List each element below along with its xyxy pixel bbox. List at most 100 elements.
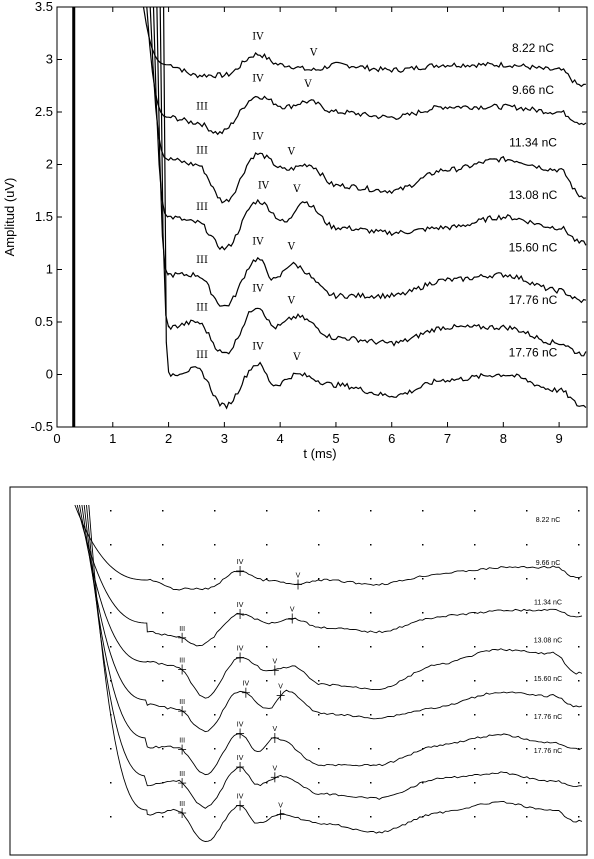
bottom-series-label: 8.22 nC bbox=[536, 517, 561, 524]
series-label: 8.22 nC bbox=[512, 41, 554, 55]
grid-dot bbox=[474, 782, 476, 784]
x-tick-label: 8 bbox=[500, 431, 507, 446]
bottom-peak-label: V bbox=[290, 607, 295, 614]
grid-dot bbox=[266, 680, 268, 682]
grid-dot bbox=[526, 816, 528, 818]
grid-dot bbox=[578, 714, 580, 716]
grid-dot bbox=[214, 544, 216, 546]
series-label: 17.76 nC bbox=[509, 346, 558, 360]
peak-label: IV bbox=[252, 32, 264, 43]
grid-dot bbox=[266, 646, 268, 648]
x-tick-label: 2 bbox=[165, 431, 172, 446]
grid-dot bbox=[422, 646, 424, 648]
grid-dot bbox=[214, 714, 216, 716]
peak-label: V bbox=[287, 296, 296, 307]
bottom-waveform-trace bbox=[79, 504, 583, 699]
bottom-peak-label: III bbox=[179, 658, 185, 665]
grid-dot bbox=[266, 714, 268, 716]
bottom-peak-label: V bbox=[273, 726, 278, 733]
bottom-series-label: 11.34 nC bbox=[534, 599, 562, 606]
grid-dot bbox=[474, 510, 476, 512]
grid-dot bbox=[266, 510, 268, 512]
grid-dot bbox=[162, 680, 164, 682]
grid-dot bbox=[370, 578, 372, 580]
grid-dot bbox=[110, 816, 112, 818]
grid-dot bbox=[162, 748, 164, 750]
grid-dot bbox=[370, 782, 372, 784]
grid-dot bbox=[318, 612, 320, 614]
peak-label: V bbox=[287, 146, 296, 157]
grid-dot bbox=[318, 646, 320, 648]
y-tick-label: 3.5 bbox=[35, 0, 53, 14]
bottom-waveform-trace bbox=[74, 504, 583, 591]
grid-dot bbox=[578, 612, 580, 614]
grid-dot bbox=[162, 646, 164, 648]
grid-dot bbox=[370, 544, 372, 546]
bottom-peak-label: III bbox=[179, 626, 185, 633]
grid-dot bbox=[526, 612, 528, 614]
grid-dot bbox=[318, 782, 320, 784]
y-tick-label: -0.5 bbox=[31, 419, 53, 434]
grid-dot bbox=[214, 782, 216, 784]
top-plot: 0 1 2 3 4 5 6 7 8 9-0.500.511.522.533.5 8.22 nCIV… bbox=[2, 0, 588, 461]
y-axis-label: Amplitud (uV) bbox=[2, 178, 17, 257]
grid-dot bbox=[422, 782, 424, 784]
peak-label: IV bbox=[252, 284, 264, 295]
grid-dot bbox=[318, 748, 320, 750]
x-tick-label: 4 bbox=[277, 431, 284, 446]
waveform-trace bbox=[149, 6, 586, 204]
peak-label: V bbox=[303, 79, 312, 90]
bottom-peak-label: IV bbox=[237, 722, 244, 729]
bottom-waveform-trace bbox=[81, 504, 583, 733]
bottom-series-label: 9.66 nC bbox=[536, 560, 561, 567]
bottom-waveform-trace bbox=[86, 504, 582, 809]
grid-dot bbox=[474, 748, 476, 750]
grid-dot bbox=[266, 748, 268, 750]
grid-dot bbox=[370, 816, 372, 818]
grid-dot bbox=[318, 816, 320, 818]
grid-dot bbox=[474, 714, 476, 716]
y-tick-label: 1.5 bbox=[35, 209, 53, 224]
grid-dot bbox=[422, 578, 424, 580]
waveform-trace bbox=[163, 6, 587, 410]
series-label: 13.08 nC bbox=[509, 188, 558, 202]
grid-dot bbox=[578, 816, 580, 818]
grid-dot bbox=[266, 782, 268, 784]
grid-dot bbox=[110, 544, 112, 546]
waveform-trace bbox=[159, 6, 587, 357]
peak-label: IV bbox=[258, 181, 270, 192]
grid-dot bbox=[422, 714, 424, 716]
grid-dot bbox=[474, 680, 476, 682]
grid-dot bbox=[370, 680, 372, 682]
peak-label: III bbox=[196, 350, 208, 361]
grid-dot bbox=[318, 680, 320, 682]
grid-dot bbox=[422, 612, 424, 614]
x-tick-label: 6 bbox=[388, 431, 395, 446]
grid-dot bbox=[162, 714, 164, 716]
grid-dot bbox=[578, 578, 580, 580]
grid-dot bbox=[526, 544, 528, 546]
grid-dot bbox=[162, 816, 164, 818]
waveform-trace bbox=[142, 6, 586, 88]
grid-dot bbox=[162, 510, 164, 512]
peak-label: IV bbox=[252, 74, 264, 85]
grid-dot bbox=[214, 578, 216, 580]
x-tick-label: 7 bbox=[444, 431, 451, 446]
grid-dot bbox=[578, 680, 580, 682]
bottom-waveform-trace bbox=[76, 504, 583, 647]
bottom-peak-label: IV bbox=[243, 681, 250, 688]
grid-dot bbox=[526, 748, 528, 750]
grid-dot bbox=[110, 646, 112, 648]
grid-dot bbox=[370, 510, 372, 512]
peak-label: V bbox=[309, 47, 318, 58]
peak-label: V bbox=[292, 352, 301, 363]
bottom-peak-label: V bbox=[296, 573, 301, 580]
grid-dot bbox=[422, 544, 424, 546]
grid-dot bbox=[266, 612, 268, 614]
series-label: 15.60 nC bbox=[509, 241, 558, 255]
waveform-trace bbox=[156, 6, 587, 307]
bottom-peak-label: IV bbox=[237, 794, 244, 801]
grid-dot bbox=[266, 578, 268, 580]
peak-label: III bbox=[196, 101, 208, 112]
